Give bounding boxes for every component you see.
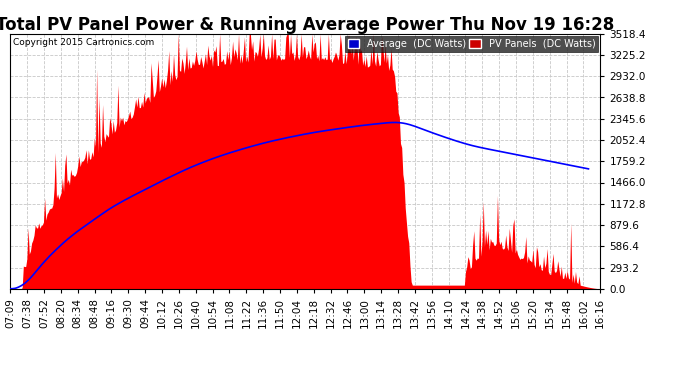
Legend: Average  (DC Watts), PV Panels  (DC Watts): Average (DC Watts), PV Panels (DC Watts): [345, 36, 598, 51]
Title: Total PV Panel Power & Running Average Power Thu Nov 19 16:28: Total PV Panel Power & Running Average P…: [0, 16, 615, 34]
Text: Copyright 2015 Cartronics.com: Copyright 2015 Cartronics.com: [13, 38, 155, 46]
